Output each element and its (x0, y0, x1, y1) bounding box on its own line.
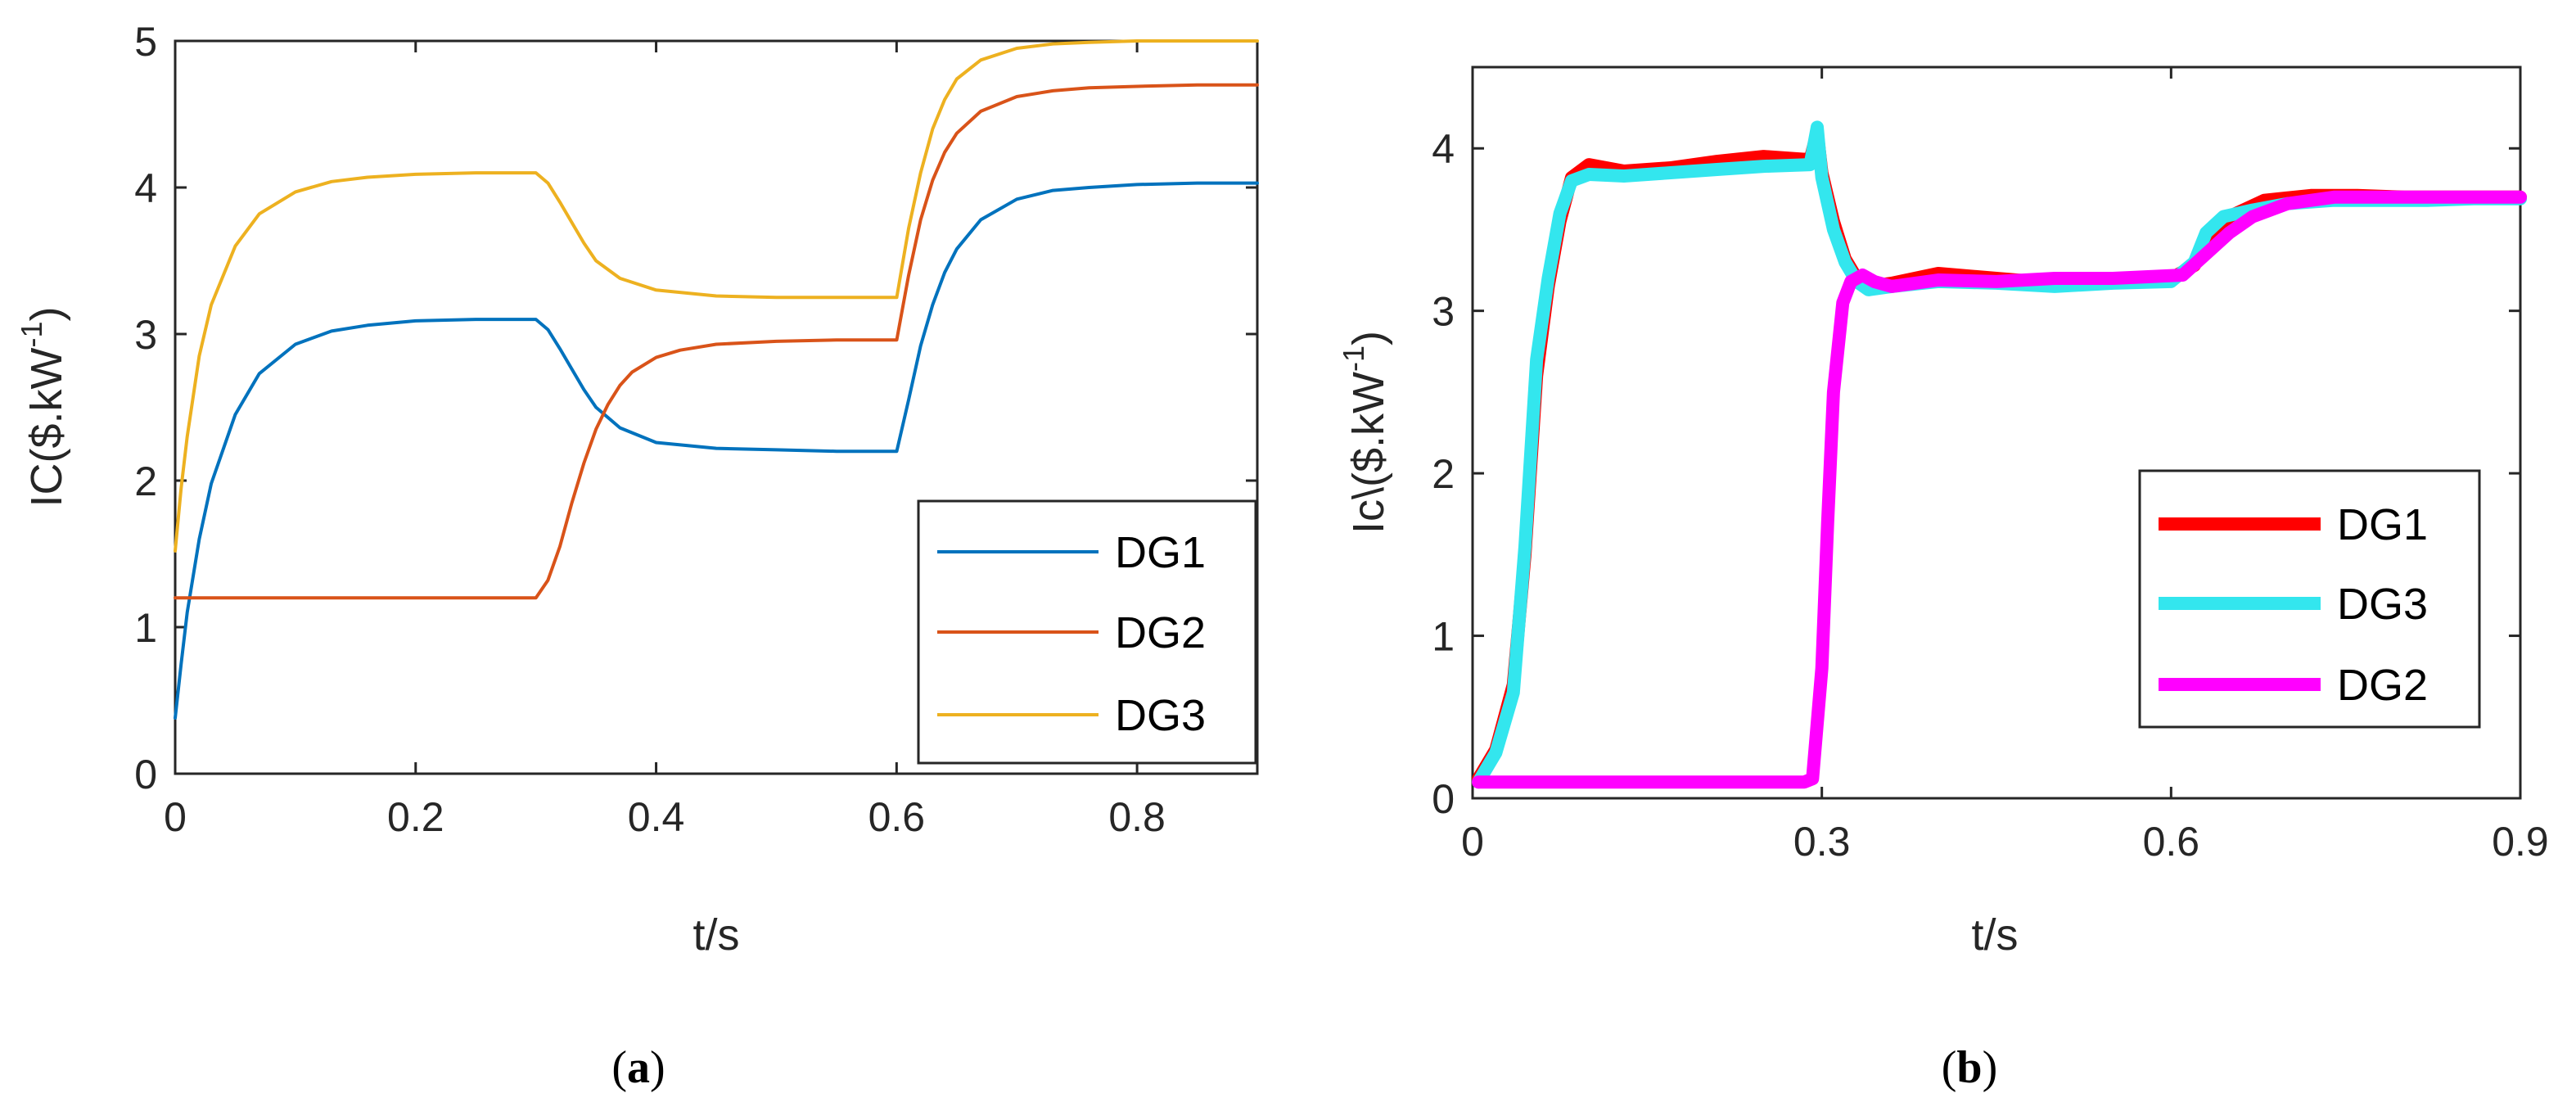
legend-a-label-dg1: DG1 (1115, 528, 1206, 577)
series-line-dg1 (174, 181, 1259, 720)
legend-a-label-dg3: DG3 (1115, 691, 1206, 740)
legend-a-label-dg2: DG2 (1115, 608, 1206, 657)
panel-b-series (1472, 120, 2527, 789)
y-tick-label: 2 (134, 458, 157, 504)
x-tick-label: 0 (164, 794, 187, 840)
x-tick-label: 0.9 (2492, 819, 2549, 865)
series-line-dg2 (1472, 190, 2527, 789)
x-tick-label: 0 (1461, 819, 1484, 865)
y-tick-label: 0 (134, 752, 157, 797)
panel-a-caption: (a) (611, 1042, 665, 1093)
panel-b-y-axis-label: Ic\($.kW-1) (1337, 331, 1393, 534)
series-line-dg3 (174, 39, 1259, 553)
x-tick-label: 0.3 (1793, 819, 1851, 865)
x-tick-label: 0.2 (387, 794, 444, 840)
panel-b-legend: DG1 DG3 DG2 (2138, 469, 2481, 729)
panel-b-y-ticks: 0 1 2 3 4 (1432, 126, 2520, 822)
y-tick-label: 4 (134, 165, 157, 211)
x-tick-label: 0.4 (628, 794, 685, 840)
x-tick-label: 0.8 (1108, 794, 1166, 840)
panel-a-y-axis-label: IC($.kW-1) (15, 307, 71, 508)
panel-a: 0 0.2 0.4 0.6 0.8 0 1 2 3 4 5 t/s IC($.kW-1) DG1 … (15, 19, 1259, 1093)
y-tick-label: 1 (1432, 614, 1455, 660)
panel-b: 0 0.3 0.6 0.9 0 1 2 3 4 t/s Ic\($.kW-1) DG1 DG3… (1337, 65, 2549, 1093)
panel-a-x-axis-label: t/s (692, 910, 739, 960)
legend-b-label-dg1: DG1 (2337, 500, 2428, 549)
legend-b-label-dg3: DG3 (2337, 580, 2428, 629)
y-tick-label: 1 (134, 605, 157, 651)
y-tick-label: 2 (1432, 451, 1455, 497)
panel-a-legend: DG1 DG2 DG3 (917, 499, 1257, 765)
panel-a-y-ticks: 0 1 2 3 4 5 (134, 19, 1257, 797)
panel-b-x-ticks: 0 0.3 0.6 0.9 (1461, 67, 2549, 865)
y-tick-label: 0 (1432, 776, 1455, 822)
x-tick-label: 0.6 (2143, 819, 2200, 865)
panel-b-x-axis-label: t/s (1971, 910, 2018, 960)
panel-a-series (174, 39, 1259, 720)
x-tick-label: 0.6 (868, 794, 926, 840)
y-tick-label: 3 (134, 312, 157, 358)
panel-b-caption: (b) (1942, 1042, 1997, 1093)
y-tick-label: 5 (134, 19, 157, 65)
series-line-dg2 (174, 83, 1259, 600)
panel-a-x-ticks: 0 0.2 0.4 0.6 0.8 (164, 41, 1166, 840)
y-tick-label: 4 (1432, 126, 1455, 172)
y-tick-label: 3 (1432, 289, 1455, 335)
legend-b-label-dg2: DG2 (2337, 661, 2428, 710)
